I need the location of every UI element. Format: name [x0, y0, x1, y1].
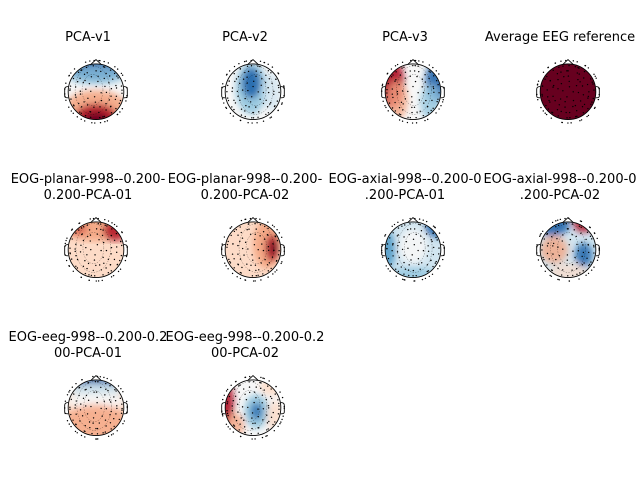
panel-title-line: EOG-eeg-998--0.200-0.2	[165, 330, 325, 345]
panel-title-line: 00-PCA-02	[211, 346, 279, 361]
panel-title-line: 0.200-PCA-01	[43, 188, 133, 203]
panel-title-line: .200-PCA-02	[519, 188, 601, 203]
topomap-panel: EOG-planar-998--0.200- 0.200-PCA-02	[165, 172, 325, 322]
panel-title: PCA-v2	[159, 30, 331, 46]
panel-title-line: 00-PCA-01	[54, 346, 122, 361]
head-topomap	[64, 216, 128, 282]
panel-title-line: EOG-axial-998--0.200-0	[328, 172, 482, 187]
panel-title: PCA-v3	[319, 30, 491, 46]
panel-title-line: .200-PCA-01	[364, 188, 446, 203]
panel-title: PCA-v1	[2, 30, 174, 46]
topomap-panel: EOG-eeg-998--0.200-0.2 00-PCA-02	[165, 330, 325, 480]
head-topomap	[221, 58, 285, 124]
topomap-panel: EOG-planar-998--0.200- 0.200-PCA-01	[8, 172, 168, 322]
head-topomap	[221, 374, 285, 440]
panel-title-line: EOG-axial-998--0.200-0	[483, 172, 637, 187]
panel-title-line: PCA-v3	[382, 30, 428, 45]
panel-title: EOG-axial-998--0.200-0.200-PCA-02	[474, 172, 640, 204]
topomap-panel: PCA-v3	[325, 30, 485, 180]
head-topomap	[381, 58, 445, 124]
panel-title-line: EOG-eeg-998--0.200-0.2	[8, 330, 168, 345]
panel-title-line: EOG-planar-998--0.200-	[10, 172, 166, 187]
panel-title-line: PCA-v2	[222, 30, 268, 45]
topomap-panel: Average EEG reference	[480, 30, 640, 180]
panel-title: Average EEG reference	[474, 30, 640, 46]
topomap-panel: EOG-axial-998--0.200-0.200-PCA-01	[325, 172, 485, 322]
topomap-panel: PCA-v2	[165, 30, 325, 180]
topomap-panel: EOG-axial-998--0.200-0.200-PCA-02	[480, 172, 640, 322]
head-topomap	[221, 216, 285, 282]
head-topomap	[64, 374, 128, 440]
head-topomap	[64, 58, 128, 124]
panel-title-line: 0.200-PCA-02	[200, 188, 290, 203]
panel-title-line: PCA-v1	[65, 30, 111, 45]
panel-title: EOG-eeg-998--0.200-0.2 00-PCA-02	[159, 330, 331, 362]
topomap-panel: EOG-eeg-998--0.200-0.2 00-PCA-01	[8, 330, 168, 480]
head-topomap	[536, 216, 600, 282]
panel-title-line: EOG-planar-998--0.200-	[167, 172, 323, 187]
panel-title: EOG-planar-998--0.200- 0.200-PCA-01	[2, 172, 174, 204]
panel-title: EOG-planar-998--0.200- 0.200-PCA-02	[159, 172, 331, 204]
panel-title: EOG-eeg-998--0.200-0.2 00-PCA-01	[2, 330, 174, 362]
panel-title-line: Average EEG reference	[484, 30, 636, 45]
head-topomap	[536, 58, 600, 124]
panel-title: EOG-axial-998--0.200-0.200-PCA-01	[319, 172, 491, 204]
head-topomap	[381, 216, 445, 282]
topomap-panel: PCA-v1	[8, 30, 168, 180]
